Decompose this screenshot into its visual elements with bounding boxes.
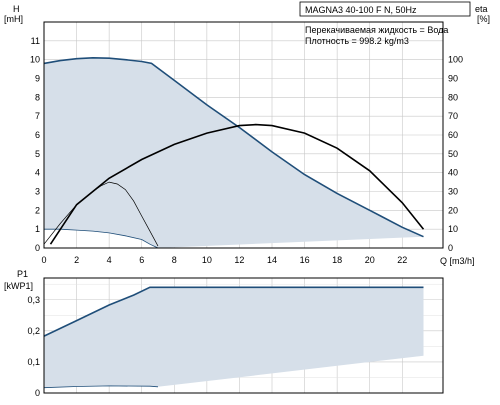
eta-max-line	[49, 123, 425, 245]
bottom-plot-frame	[43, 277, 444, 394]
x-tick-label: 2	[74, 255, 79, 265]
operating-area	[44, 57, 424, 248]
power-area	[44, 287, 424, 388]
y-axis-unit-p1: [kWP1]	[4, 281, 33, 291]
x-tick-label: 6	[139, 255, 144, 265]
y2-tick-label: 0	[448, 243, 453, 253]
eta-min-line	[43, 181, 159, 247]
y-tick-label: 2	[35, 205, 40, 215]
p1-min-line	[43, 385, 159, 389]
p1-tick-label: 0,1	[27, 357, 40, 367]
y-tick-label: 7	[35, 111, 40, 121]
y2-axis-label-eta: eta	[475, 4, 488, 14]
y-tick-label: 1	[35, 224, 40, 234]
min-curve-line	[44, 228, 159, 249]
x-tick-label: 4	[107, 255, 112, 265]
x-tick-label: 8	[172, 255, 177, 265]
y-axis-label-h: H	[13, 4, 20, 14]
y2-tick-label: 10	[448, 224, 458, 234]
y-tick-label: 8	[35, 92, 40, 102]
x-tick-label: 16	[300, 255, 310, 265]
top-plot-frame	[43, 21, 444, 249]
y2-tick-label: 30	[448, 187, 458, 197]
x-tick-label: 14	[267, 255, 277, 265]
max-curve-line	[43, 56, 424, 238]
x-tick-label: 12	[234, 255, 244, 265]
y-tick-label: 11	[31, 36, 40, 46]
y-tick-label: 5	[35, 149, 40, 159]
bottom-tick-labels: 0 0,1 0,2 0,3	[27, 295, 40, 398]
y-tick-label: 6	[35, 130, 40, 140]
x-tick-label: 20	[365, 255, 375, 265]
p1-tick-label: 0,2	[27, 326, 40, 336]
y2-tick-label: 40	[448, 168, 458, 178]
y2-tick-label: 90	[448, 74, 458, 84]
y2-tick-label: 20	[448, 205, 458, 215]
title-box	[299, 1, 471, 17]
x-axis-label-q: Q [m3/h]	[440, 256, 475, 266]
y-tick-label: 0	[35, 243, 40, 253]
p1-tick-label: 0	[35, 388, 40, 398]
p1-tick-label: 0,3	[27, 295, 40, 305]
y2-tick-label: 100	[448, 55, 463, 65]
y-axis-label-p1: P1	[17, 269, 28, 279]
y-tick-label: 3	[35, 187, 40, 197]
y-tick-label: 10	[30, 55, 40, 65]
y2-axis-unit-eta: [%]	[477, 14, 490, 24]
y2-tick-label: 70	[448, 111, 458, 121]
x-tick-label: 10	[202, 255, 212, 265]
x-tick-label: 0	[41, 255, 46, 265]
y-tick-label: 9	[35, 74, 40, 84]
y2-tick-label: 50	[448, 149, 458, 159]
chart-title: MAGNA3 40-100 F N, 50Hz	[305, 5, 417, 15]
p1-max-line	[43, 286, 424, 337]
density-annotation: Плотность = 998.2 kg/m3	[305, 36, 409, 46]
fluid-annotation: Перекачиваемая жидкость = Вода	[305, 25, 448, 35]
y-axis-unit-h: [mH]	[4, 14, 23, 24]
y2-tick-label: 60	[448, 130, 458, 140]
x-tick-label: 18	[332, 255, 342, 265]
y2-tick-label: 80	[448, 92, 458, 102]
y-tick-label: 4	[35, 168, 40, 178]
x-tick-label: 22	[397, 255, 407, 265]
